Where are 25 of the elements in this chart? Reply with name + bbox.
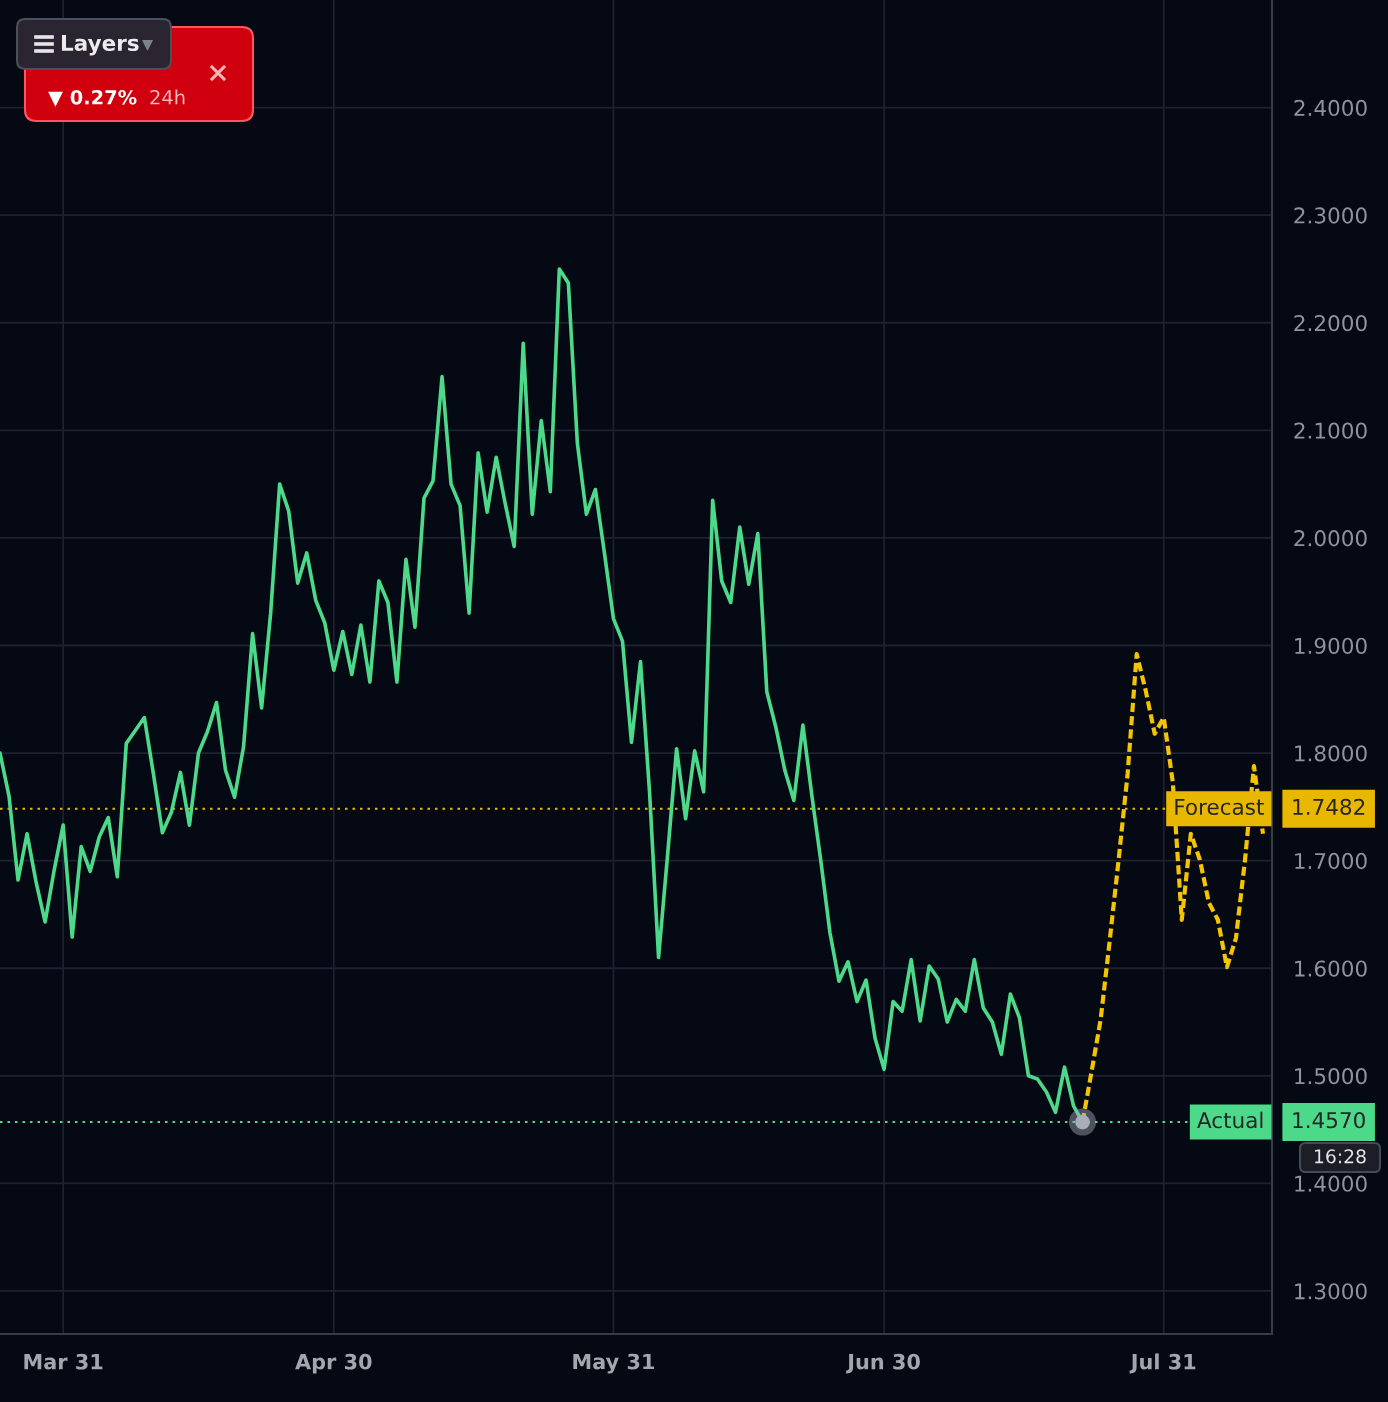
x-tick-label: Jun 30 [846, 1353, 920, 1374]
annotation: Layers [61, 35, 139, 56]
y-tick-label: 2.4000 [1294, 99, 1367, 117]
y-tick-label: 1.3000 [1295, 1283, 1367, 1300]
ref-line-label: Actual [1197, 1111, 1263, 1129]
y-tick-label: 1.6000 [1295, 960, 1367, 977]
x-tick-label: Apr 30 [295, 1353, 372, 1374]
annotation: 24h [150, 89, 185, 105]
y-tick-label: 2.3000 [1294, 207, 1367, 224]
annotation: ▼ 0.27% [48, 89, 137, 107]
x-tick-label: May 31 [573, 1353, 654, 1374]
x-tick-label: Jul 31 [1129, 1353, 1196, 1374]
y-tick-label: 1.8000 [1295, 745, 1367, 762]
x-tick-label: Mar 31 [24, 1353, 103, 1370]
ref-line-label: Forecast [1175, 799, 1264, 816]
y-tick-label: 2.0000 [1294, 530, 1367, 547]
text: 1.7482 [1293, 798, 1365, 816]
text: 16:28 [1315, 1149, 1366, 1164]
y-tick-label: 2.1000 [1294, 422, 1367, 439]
y-tick-label: 1.9000 [1295, 637, 1367, 654]
y-tick-label: 1.4000 [1295, 1175, 1367, 1192]
y-tick-label: 2.2000 [1294, 314, 1367, 332]
y-tick-label: 1.5000 [1295, 1068, 1367, 1085]
text: 1.4570 [1293, 1112, 1365, 1129]
y-tick-label: 1.7000 [1295, 852, 1367, 870]
